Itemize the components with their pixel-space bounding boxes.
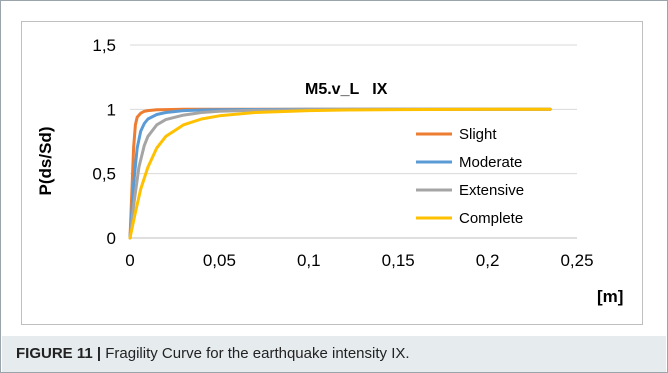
x-axis-label: [m] (597, 287, 623, 306)
chart-area: 0 0,5 1 1,5 0 0,05 0,1 0,15 0,2 0,25 M5.v_L IX P(… (21, 21, 643, 325)
caption-label: FIGURE 11 | (16, 345, 102, 362)
x-tick-label: 0 (125, 251, 134, 270)
series-line-complete (128, 107, 552, 240)
y-axis-label: P(ds/Sd) (36, 127, 55, 196)
legend-label-complete: Complete (459, 210, 523, 227)
x-tick-label: 0,1 (297, 251, 321, 270)
legend: Slight Moderate Extensive Complete (416, 126, 524, 227)
legend-label-moderate: Moderate (459, 154, 522, 171)
y-tick-label: 0,5 (92, 165, 116, 184)
series-lines (128, 107, 552, 240)
x-tick-label: 0,05 (203, 251, 236, 270)
legend-label-extensive: Extensive (459, 182, 524, 199)
chart-title: M5.v_L IX (305, 81, 388, 98)
tick-labels: 0 0,5 1 1,5 0 0,05 0,1 0,15 0,2 0,25 (92, 36, 593, 270)
legend-label-slight: Slight (459, 126, 497, 143)
caption-text: FIGURE 11 | Fragility Curve for the eart… (16, 345, 410, 362)
y-tick-label: 1,5 (92, 36, 116, 55)
figure-caption: FIGURE 11 | Fragility Curve for the eart… (2, 336, 666, 372)
fragility-chart: 0 0,5 1 1,5 0 0,05 0,1 0,15 0,2 0,25 M5.v_L IX P(… (36, 36, 623, 306)
y-tick-label: 0 (107, 229, 116, 248)
x-tick-label: 0,15 (382, 251, 415, 270)
x-tick-label: 0,2 (476, 251, 500, 270)
caption-body: Fragility Curve for the earthquake inten… (101, 345, 410, 362)
x-tick-label: 0,25 (560, 251, 593, 270)
y-tick-label: 1 (107, 100, 116, 119)
